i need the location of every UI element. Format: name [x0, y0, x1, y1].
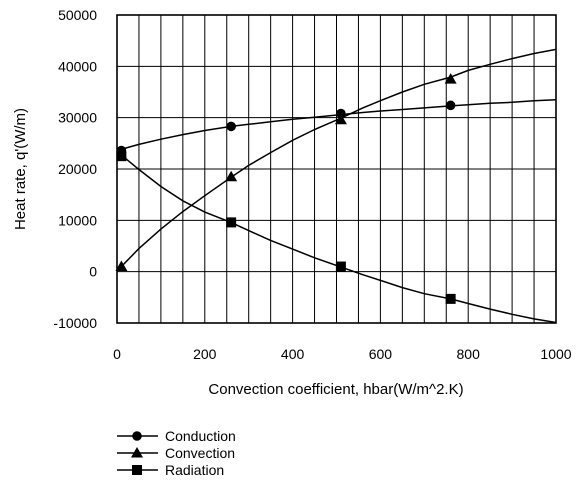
x-axis-label: Convection coefficient, hbar(W/m^2.K): [208, 381, 463, 398]
convection-point: [334, 113, 347, 125]
conduction-point: [336, 108, 346, 119]
y-tick-label: 30000: [58, 110, 97, 126]
legend-marker-convection: [131, 447, 143, 458]
x-tick-label: 1000: [540, 346, 571, 362]
x-tick-label: 400: [281, 346, 305, 362]
y-tick-label: 40000: [58, 58, 97, 74]
radiation-point: [335, 261, 346, 272]
legend-label-radiation: Radiation: [165, 462, 224, 478]
y-axis-label: Heat rate, q'(W/m): [12, 108, 29, 230]
y-tick-label: 10000: [58, 212, 97, 228]
plot-frame: [116, 14, 557, 324]
convection-point: [444, 73, 457, 84]
legend-marker-conduction: [132, 431, 142, 441]
legend-label-convection: Convection: [165, 445, 235, 461]
x-tick-label: 200: [193, 346, 217, 362]
x-tick-label: 0: [113, 346, 121, 362]
y-tick-label: 0: [89, 264, 97, 280]
y-tick-label: -10000: [53, 315, 97, 331]
convection-point: [115, 260, 128, 272]
legend-marker-radiation: [132, 465, 142, 475]
grid: [116, 14, 557, 324]
radiation-point: [116, 151, 127, 162]
conduction-point: [445, 100, 456, 111]
y-tick-label: 20000: [58, 161, 97, 177]
y-tick-label: 50000: [58, 7, 97, 23]
x-tick-labels: 0 200 400 600 800 1000: [113, 346, 572, 362]
x-tick-label: 600: [369, 346, 393, 362]
convection-point: [225, 170, 238, 182]
y-tick-labels: -10000 0 10000 20000 30000 40000 50000: [53, 7, 97, 331]
markers: [115, 73, 457, 304]
conduction-point: [226, 121, 236, 132]
x-tick-label: 800: [457, 346, 481, 362]
radiation-point: [226, 217, 237, 228]
legend-label-conduction: Conduction: [165, 428, 236, 444]
radiation-point: [445, 293, 456, 304]
